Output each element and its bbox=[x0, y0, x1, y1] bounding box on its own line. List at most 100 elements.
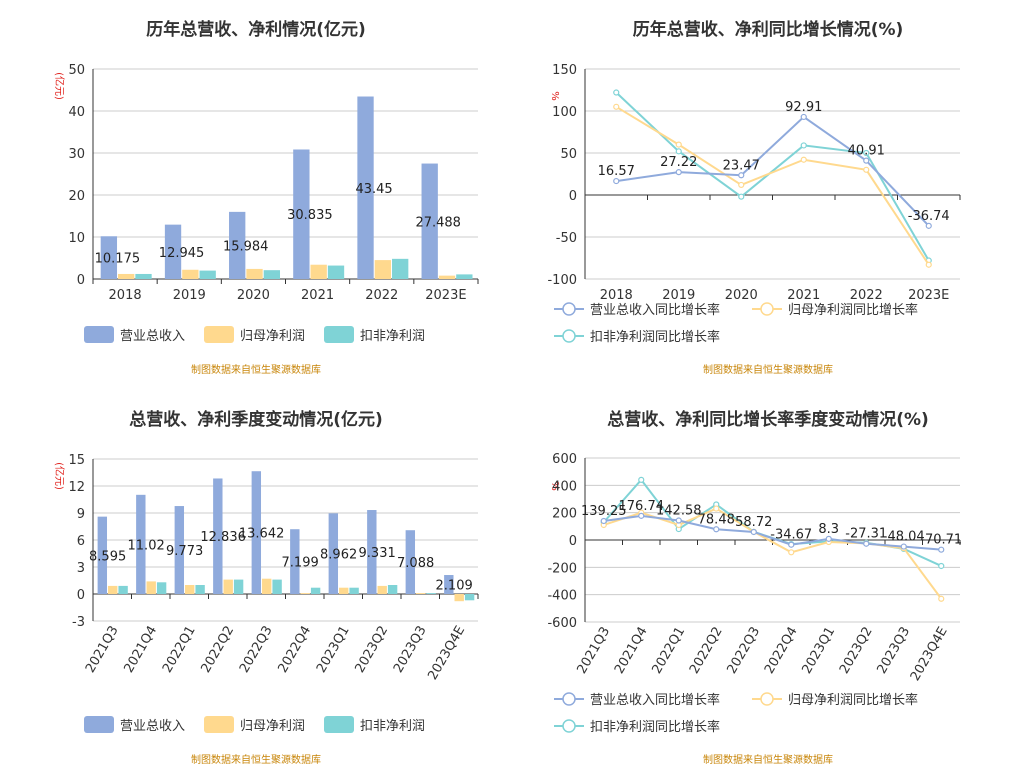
annual-revenue-profit-chart: 历年总营收、净利情况(亿元) (亿元) 0 10 20 30 40 50 2018 2019 202… bbox=[0, 0, 512, 390]
line-point bbox=[863, 149, 870, 157]
y-tick-label: 100 bbox=[552, 105, 577, 120]
bar-revenue bbox=[367, 510, 377, 594]
bar-deducted-profit bbox=[426, 593, 436, 594]
bar-net-profit bbox=[454, 594, 464, 602]
x-tick-label: 2023Q1 bbox=[314, 624, 353, 676]
line-point bbox=[800, 142, 807, 149]
line-point bbox=[863, 157, 870, 164]
y-tick-label: 6 bbox=[77, 534, 85, 549]
source-note: 制图数据来自恒生聚源数据库 bbox=[703, 363, 833, 376]
bar-net-profit bbox=[185, 585, 195, 594]
y-tick-label: 50 bbox=[560, 147, 577, 162]
bar-net-profit bbox=[374, 260, 392, 279]
line-deducted-profit bbox=[603, 478, 942, 567]
line-point bbox=[613, 177, 620, 185]
line-point bbox=[863, 166, 870, 173]
y-tick-label: -3 bbox=[72, 615, 85, 630]
y-tick-label: 0 bbox=[569, 534, 577, 549]
line-point bbox=[825, 535, 832, 542]
legend-label: 归母净利润 bbox=[240, 329, 305, 344]
legend-label: 扣非净利润同比增长率 bbox=[590, 329, 720, 345]
x-tick-label: 2021Q3 bbox=[574, 625, 613, 677]
y-tick-label: 40 bbox=[68, 105, 85, 120]
bar-deducted-profit bbox=[456, 274, 473, 279]
bar-deducted-profit bbox=[118, 585, 128, 594]
y-tick-label: 0 bbox=[569, 189, 577, 204]
legend-label: 营业总收入 bbox=[120, 719, 185, 734]
x-tick-label: 2018 bbox=[600, 288, 633, 303]
line-value-label: -34.67 bbox=[770, 528, 812, 543]
x-tick-label: 2021Q3 bbox=[83, 624, 122, 676]
bar-net-profit bbox=[182, 269, 199, 279]
y-tick-label: 400 bbox=[552, 479, 577, 494]
legend-label: 营业总收入同比增长率 bbox=[590, 692, 720, 708]
legend-label: 扣非净利润 bbox=[360, 329, 425, 344]
line-point bbox=[675, 141, 682, 148]
chart-title: 总营收、净利季度变动情况(亿元) bbox=[129, 409, 383, 430]
bar-deducted-profit bbox=[156, 582, 167, 594]
bar-net-profit bbox=[262, 578, 272, 594]
y-tick-label: 15 bbox=[68, 453, 85, 468]
bar-deducted-profit bbox=[263, 270, 281, 279]
x-tick-label: 2023Q3 bbox=[874, 625, 913, 677]
y-tick-label: 200 bbox=[552, 507, 577, 522]
bar-net-profit bbox=[108, 585, 118, 594]
bar-value-label: 15.984 bbox=[223, 239, 269, 254]
bar-value-label: 7.199 bbox=[282, 556, 319, 571]
line-point bbox=[738, 193, 745, 200]
bar-deducted-profit bbox=[199, 270, 216, 279]
line-net-profit bbox=[615, 105, 930, 266]
bar-revenue bbox=[290, 529, 300, 594]
annual-growth-svg: 历年总营收、净利同比增长情况(%)% -100 -50 0 50 100 150 2018 20… bbox=[547, 19, 961, 376]
line-value-label: -27.31 bbox=[845, 527, 887, 542]
line-point bbox=[713, 505, 720, 512]
legend-marker bbox=[562, 719, 576, 733]
line-point bbox=[800, 156, 807, 163]
line-value-label: 139.25 bbox=[581, 504, 627, 519]
line-revenue bbox=[603, 514, 942, 551]
bar-value-label: 43.45 bbox=[355, 182, 392, 197]
y-tick-label: 150 bbox=[552, 63, 577, 78]
bar-revenue bbox=[251, 471, 262, 594]
line-point bbox=[800, 113, 807, 121]
y-tick-label: -100 bbox=[547, 273, 577, 288]
bar-net-profit bbox=[246, 268, 263, 279]
bar-deducted-profit bbox=[349, 587, 359, 594]
x-tick-label: 2022Q4 bbox=[762, 625, 801, 677]
legend-swatch bbox=[204, 716, 234, 733]
bar-deducted-profit bbox=[392, 258, 409, 279]
bar-revenue bbox=[405, 530, 416, 594]
legend-swatch bbox=[324, 716, 354, 733]
bar-net-profit bbox=[416, 593, 426, 594]
line-point bbox=[750, 528, 757, 536]
x-tick-label: 2022 bbox=[850, 288, 883, 303]
line-point bbox=[638, 476, 645, 483]
y-tick-label: 3 bbox=[77, 561, 85, 576]
line-value-label: 8.3 bbox=[818, 522, 839, 537]
y-tick-label: 20 bbox=[68, 189, 85, 204]
quarterly-growth-svg: 总营收、净利同比增长率季度变动情况(%)% -600 -400 -200 0 200 400… bbox=[547, 409, 962, 766]
line-point bbox=[788, 541, 795, 548]
bar-value-label: 12.945 bbox=[159, 246, 205, 261]
line-value-label: 92.91 bbox=[785, 100, 822, 115]
line-value-label: 78.48 bbox=[698, 512, 735, 527]
legend-label: 营业总收入同比增长率 bbox=[590, 302, 720, 318]
line-value-label: 23.47 bbox=[723, 158, 760, 173]
quarterly-revenue-profit-chart: 总营收、净利季度变动情况(亿元) (亿元) -3 0 3 6 9 12 15 2021Q3 2021… bbox=[0, 390, 512, 780]
bar-revenue bbox=[100, 236, 118, 279]
bar-value-label: 30.835 bbox=[287, 208, 333, 223]
bar-revenue bbox=[174, 506, 185, 594]
x-tick-label: 2022Q1 bbox=[649, 625, 688, 677]
bar-deducted-profit bbox=[135, 273, 152, 279]
line-point bbox=[938, 562, 945, 570]
bar-value-label: 2.109 bbox=[436, 579, 473, 594]
bar-deducted-profit bbox=[195, 585, 205, 594]
y-axis-unit: % bbox=[549, 481, 560, 491]
y-tick-label: -50 bbox=[556, 231, 577, 246]
bar-value-label: 27.488 bbox=[415, 215, 461, 230]
y-tick-label: -200 bbox=[547, 561, 577, 576]
legend-marker bbox=[760, 302, 774, 316]
line-value-label: 176.74 bbox=[619, 499, 665, 514]
legend-label: 扣非净利润同比增长率 bbox=[590, 719, 720, 735]
line-value-label: 142.58 bbox=[656, 504, 702, 519]
